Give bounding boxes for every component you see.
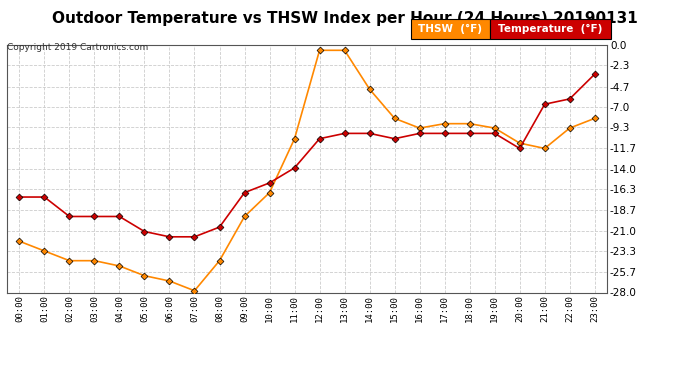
Text: THSW  (°F): THSW (°F) bbox=[418, 24, 482, 34]
Text: Copyright 2019 Cartronics.com: Copyright 2019 Cartronics.com bbox=[7, 43, 148, 52]
Text: Temperature  (°F): Temperature (°F) bbox=[497, 24, 602, 34]
Text: Outdoor Temperature vs THSW Index per Hour (24 Hours) 20190131: Outdoor Temperature vs THSW Index per Ho… bbox=[52, 11, 638, 26]
